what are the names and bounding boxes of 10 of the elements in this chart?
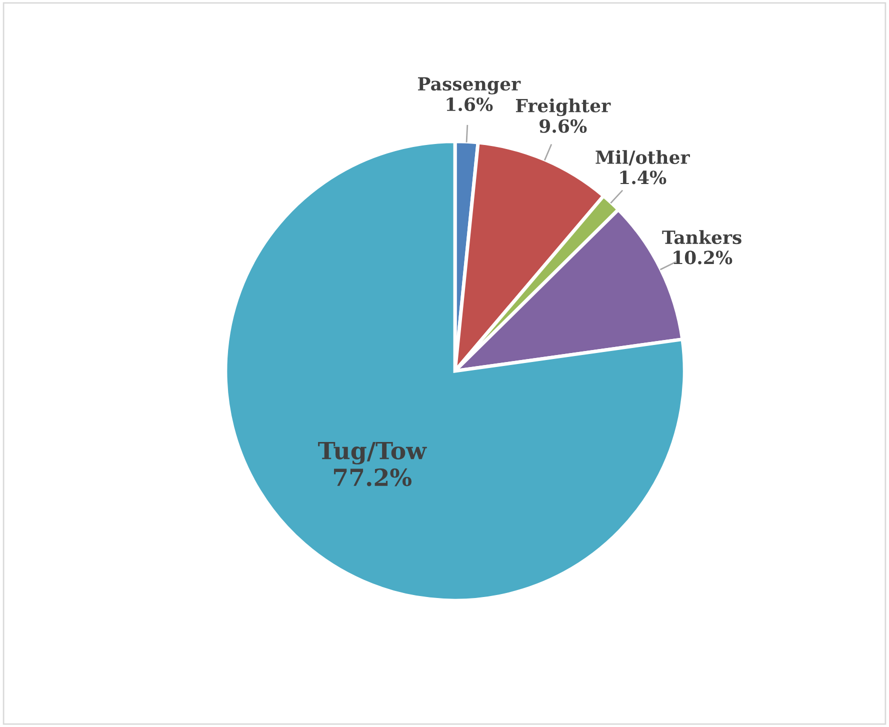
data-label: 1.6%	[446, 97, 493, 112]
slice-label: Mil/other	[596, 150, 690, 166]
slice-label: Freighter	[516, 98, 611, 116]
slice-label: Tug/Tow	[318, 442, 427, 464]
data-label: 77.2%	[334, 468, 412, 486]
slice-label: Passenger	[418, 77, 521, 94]
slice-label: Tankers	[662, 230, 742, 244]
data-label: 9.6%	[540, 119, 587, 133]
data-label: 10.2%	[674, 250, 732, 264]
data-label: 1.4%	[620, 170, 666, 184]
